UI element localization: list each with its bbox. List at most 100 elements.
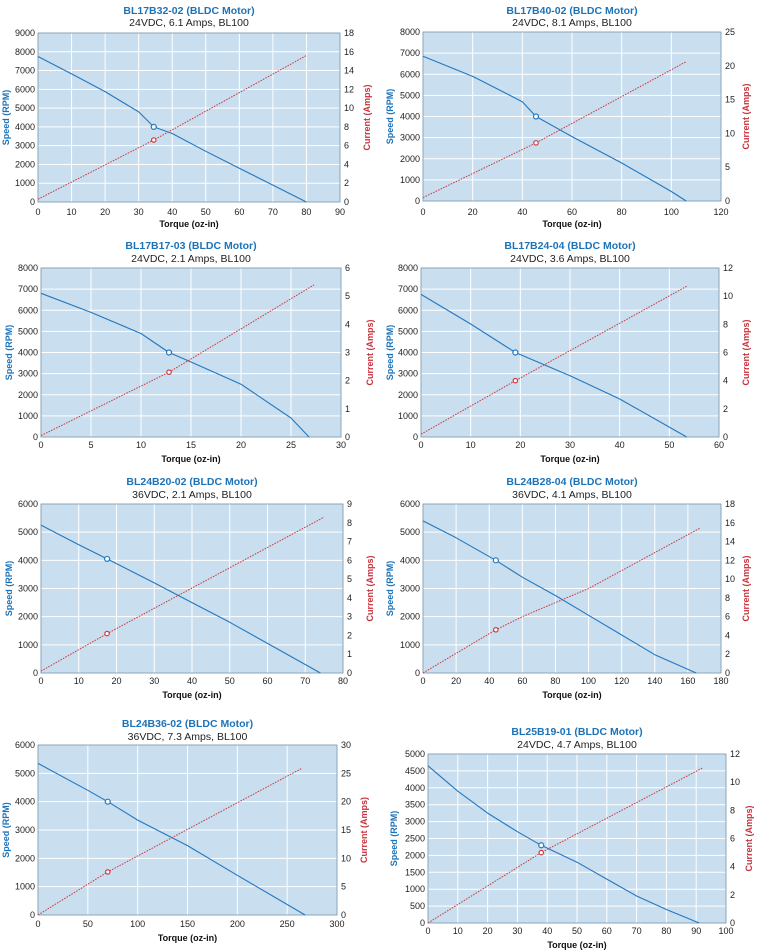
current-rated-marker	[538, 849, 545, 856]
x-tick-label: 50	[225, 676, 235, 686]
x-tick-label: 20	[451, 676, 461, 686]
x-tick-label: 5	[88, 440, 93, 450]
y-tick-label: 0	[415, 668, 420, 678]
x-tick-label: 25	[286, 440, 296, 450]
speed-series-line	[422, 55, 687, 202]
chart-title: BL17B17-03 (BLDC Motor)	[125, 240, 256, 252]
x-tick-label: 40	[517, 207, 527, 217]
x-tick-label: 40	[167, 207, 177, 217]
x-tick-label: 50	[83, 919, 93, 929]
y-tick-label: 3500	[405, 800, 425, 810]
x-tick-label: 100	[130, 919, 145, 929]
y2-tick-label: 2	[347, 630, 352, 640]
y-tick-label: 5000	[18, 527, 38, 537]
y2-tick-label: 20	[725, 61, 735, 71]
x-tick-label: 250	[280, 919, 295, 929]
x-tick-label: 150	[180, 919, 195, 929]
y2-tick-label: 15	[341, 825, 351, 835]
y-tick-label: 6000	[398, 305, 418, 315]
x-tick-label: 0	[425, 926, 430, 936]
y2-axis-label: Current (Amps)	[741, 555, 751, 621]
y-axis-label: Speed (RPM)	[1, 802, 11, 858]
y-tick-label: 7000	[398, 284, 418, 294]
y2-tick-label: 6	[345, 263, 350, 273]
y2-axis-label: Current (Amps)	[362, 84, 372, 150]
y-tick-label: 3000	[400, 133, 420, 143]
y2-tick-label: 18	[725, 499, 735, 509]
chart-svg-bl17b32-02: BL17B32-02 (BLDC Motor)24VDC, 6.1 Amps, …	[1, 5, 372, 229]
y2-tick-label: 7	[347, 537, 352, 547]
chart-panel-bl25b19-01: BL25B19-01 (BLDC Motor) 24VDC, 4.7 Amps, …	[379, 722, 758, 952]
y-tick-label: 3000	[18, 584, 38, 594]
y2-tick-label: 30	[341, 740, 351, 750]
x-tick-label: 20	[515, 440, 525, 450]
x-tick-label: 10	[453, 926, 463, 936]
y2-axis-label: Current (Amps)	[744, 805, 754, 871]
y-tick-label: 6000	[18, 499, 38, 509]
y-tick-label: 2000	[400, 612, 420, 622]
chart-subtitle: 24VDC, 6.1 Amps, BL100	[129, 17, 249, 29]
y-tick-label: 2000	[400, 154, 420, 164]
y2-axis-label: Current (Amps)	[365, 555, 375, 621]
current-rated-marker	[533, 140, 539, 146]
y-tick-label: 4000	[405, 783, 425, 793]
y-tick-label: 5000	[405, 749, 425, 759]
x-tick-label: 160	[680, 676, 695, 686]
x-tick-label: 30	[134, 207, 144, 217]
x-tick-label: 0	[420, 676, 425, 686]
x-tick-label: 120	[713, 207, 728, 217]
y2-tick-label: 8	[723, 319, 728, 329]
chart-subtitle: 36VDC, 7.3 Amps, BL100	[128, 731, 248, 743]
y-tick-label: 1000	[15, 882, 35, 892]
x-tick-label: 10	[136, 440, 146, 450]
y-tick-label: 2000	[405, 850, 425, 860]
chart-panel-bl24b28-04: BL24B28-04 (BLDC Motor) 36VDC, 4.1 Amps, …	[379, 472, 758, 702]
y-tick-label: 0	[413, 432, 418, 442]
y2-tick-label: 8	[344, 122, 349, 132]
y-axis-label: Speed (RPM)	[385, 89, 395, 145]
x-tick-label: 60	[602, 926, 612, 936]
y2-axis-label: Current (Amps)	[365, 319, 375, 385]
x-tick-label: 80	[661, 926, 671, 936]
x-tick-label: 0	[38, 440, 43, 450]
speed-rated-marker	[103, 555, 111, 563]
chart-subtitle: 36VDC, 4.1 Amps, BL100	[512, 489, 632, 501]
y-tick-label: 4000	[15, 797, 35, 807]
plot-frame	[422, 31, 722, 202]
x-axis-label: Torque (oz-in)	[542, 690, 601, 700]
y-tick-label: 6000	[400, 499, 420, 509]
plot-frame	[40, 267, 342, 438]
y2-tick-label: 2	[723, 404, 728, 414]
x-tick-label: 40	[542, 926, 552, 936]
y2-tick-label: 6	[344, 141, 349, 151]
y2-tick-label: 15	[725, 95, 735, 105]
x-tick-label: 30	[336, 440, 346, 450]
speed-series-line	[40, 524, 321, 674]
x-tick-label: 90	[691, 926, 701, 936]
x-axis-label: Torque (oz-in)	[159, 219, 218, 229]
x-tick-label: 300	[329, 919, 344, 929]
y-tick-label: 5000	[400, 90, 420, 100]
current-series-line	[422, 61, 687, 199]
y-tick-label: 4000	[400, 555, 420, 565]
x-tick-label: 60	[714, 440, 724, 450]
chart-svg-bl17b40-02: BL17B40-02 (BLDC Motor)24VDC, 8.1 Amps, …	[385, 5, 751, 229]
y2-tick-label: 5	[725, 162, 730, 172]
y-tick-label: 1000	[405, 884, 425, 894]
y2-tick-label: 14	[344, 66, 354, 76]
chart-subtitle: 24VDC, 3.6 Amps, BL100	[510, 253, 630, 265]
x-axis-label: Torque (oz-in)	[161, 454, 220, 464]
x-tick-label: 50	[664, 440, 674, 450]
y2-axis-label: Current (Amps)	[741, 319, 751, 385]
y-tick-label: 0	[415, 196, 420, 206]
x-tick-label: 20	[468, 207, 478, 217]
speed-rated-marker	[532, 113, 540, 120]
x-tick-label: 200	[230, 919, 245, 929]
chart-title: BL17B32-02 (BLDC Motor)	[123, 5, 254, 17]
x-tick-label: 10	[466, 440, 476, 450]
x-axis-label: Torque (oz-in)	[547, 940, 606, 950]
y2-tick-label: 9	[347, 499, 352, 509]
chart-svg-bl25b19-01: BL25B19-01 (BLDC Motor)24VDC, 4.7 Amps, …	[389, 726, 754, 950]
x-tick-label: 0	[420, 207, 425, 217]
y2-tick-label: 6	[730, 834, 735, 844]
